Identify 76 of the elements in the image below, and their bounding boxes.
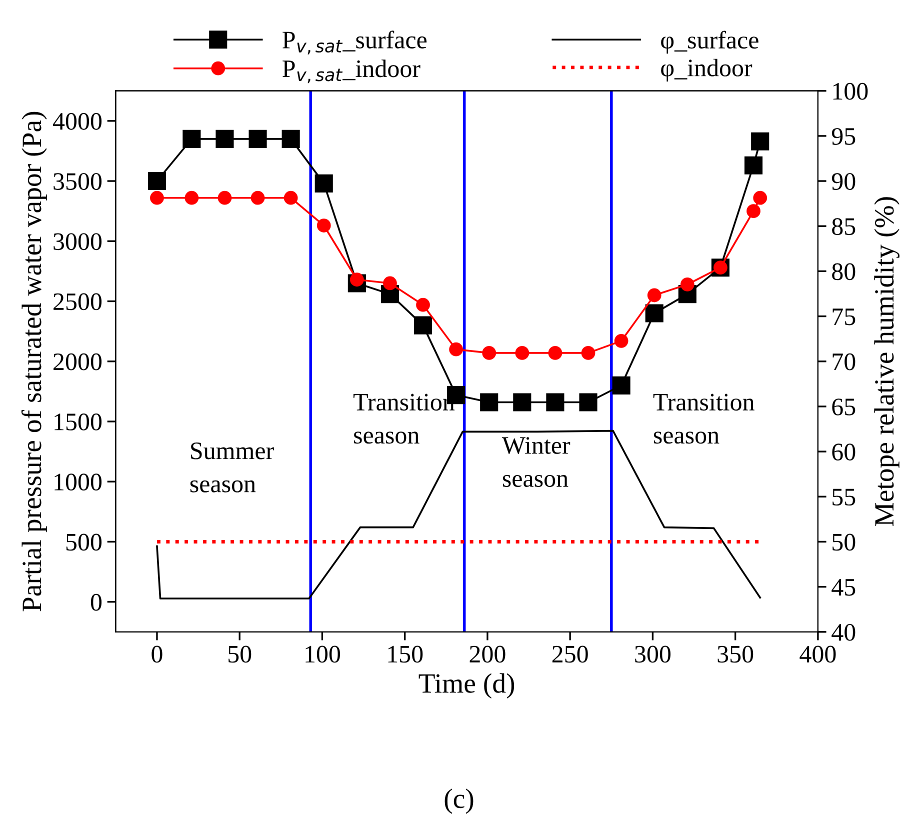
y2-tick-label: 50 bbox=[832, 534, 856, 551]
point bbox=[416, 298, 430, 312]
point bbox=[250, 190, 265, 205]
x-tick-label: 100 bbox=[306, 646, 340, 663]
y2-tick-label: 75 bbox=[832, 308, 856, 326]
y2-tick-label: 80 bbox=[832, 263, 856, 280]
y-axis-title: Partial pressure of saturated water vapor (Pa) bbox=[21, 112, 47, 612]
x-tick-label: 300 bbox=[635, 646, 670, 663]
point bbox=[316, 218, 331, 232]
y2-tick-label: 55 bbox=[832, 488, 856, 506]
y2-tick-label: 65 bbox=[832, 398, 856, 416]
y-tick-label: 2500 bbox=[54, 293, 102, 310]
point bbox=[218, 190, 232, 205]
point bbox=[645, 304, 664, 322]
x-axis-title: Time (d) bbox=[418, 673, 514, 699]
point bbox=[449, 342, 464, 356]
text: (c) bbox=[444, 788, 474, 814]
x-tick-label: 250 bbox=[552, 646, 588, 663]
point bbox=[746, 204, 760, 218]
point bbox=[612, 376, 630, 394]
y2-axis-title: Metope relative humidity (%) bbox=[874, 197, 900, 526]
y2-tick-label: 45 bbox=[832, 579, 856, 596]
point bbox=[680, 277, 694, 292]
y2-tick-label: 95 bbox=[832, 128, 856, 145]
annotation: Transition season bbox=[653, 394, 754, 444]
point bbox=[647, 288, 662, 302]
point bbox=[248, 130, 267, 148]
point bbox=[282, 130, 300, 148]
y-tick-label: 1500 bbox=[54, 414, 102, 430]
point bbox=[480, 393, 498, 412]
point bbox=[614, 334, 628, 348]
point bbox=[184, 190, 199, 205]
point bbox=[216, 130, 234, 148]
point bbox=[515, 346, 530, 360]
point bbox=[314, 174, 333, 192]
y-tick-label: 1000 bbox=[54, 474, 102, 491]
point bbox=[581, 346, 596, 360]
x-tick-label: 0 bbox=[152, 646, 162, 663]
point bbox=[579, 393, 598, 412]
x-tick-label: 200 bbox=[470, 646, 506, 663]
x-tick-label: 400 bbox=[800, 646, 836, 663]
y2-tick-label: 100 bbox=[833, 82, 868, 100]
y2-tick-label: 40 bbox=[832, 624, 856, 641]
y-tick-label: 2000 bbox=[54, 353, 102, 370]
legend-label: P$_{v,sat}$_surface bbox=[282, 30, 427, 54]
point bbox=[751, 132, 770, 150]
point bbox=[753, 190, 768, 205]
point bbox=[482, 346, 496, 360]
y2-tick-label: 90 bbox=[832, 173, 856, 190]
point bbox=[383, 276, 397, 290]
annotation: Summer season bbox=[190, 442, 274, 492]
y2-tick-label: 60 bbox=[832, 444, 856, 460]
point bbox=[284, 190, 298, 205]
y-tick-label: 4000 bbox=[52, 112, 102, 130]
point bbox=[182, 130, 201, 148]
x-tick-label: 150 bbox=[388, 646, 423, 663]
y2-tick-label: 85 bbox=[832, 218, 856, 236]
point bbox=[513, 393, 532, 412]
x-tick-label: 50 bbox=[228, 646, 252, 663]
point bbox=[548, 346, 562, 360]
y-tick-label: 3000 bbox=[54, 233, 102, 250]
point bbox=[546, 393, 564, 412]
x-tick-label: 350 bbox=[718, 646, 754, 663]
point bbox=[148, 172, 166, 190]
y-tick-label: 0 bbox=[90, 594, 102, 611]
y2-tick-label: 70 bbox=[832, 353, 856, 370]
point bbox=[744, 156, 763, 174]
y-tick-label: 3500 bbox=[54, 173, 102, 190]
legend-label: φ_indoor bbox=[661, 58, 752, 82]
legend-label: P$_{v,sat}$_indoor bbox=[282, 60, 420, 84]
point bbox=[150, 190, 164, 205]
point bbox=[414, 316, 432, 334]
y-tick-label: 500 bbox=[66, 534, 102, 551]
annotation: Winter season bbox=[502, 437, 570, 487]
legend-label: φ_surface bbox=[661, 30, 758, 54]
line-series bbox=[156, 430, 762, 600]
